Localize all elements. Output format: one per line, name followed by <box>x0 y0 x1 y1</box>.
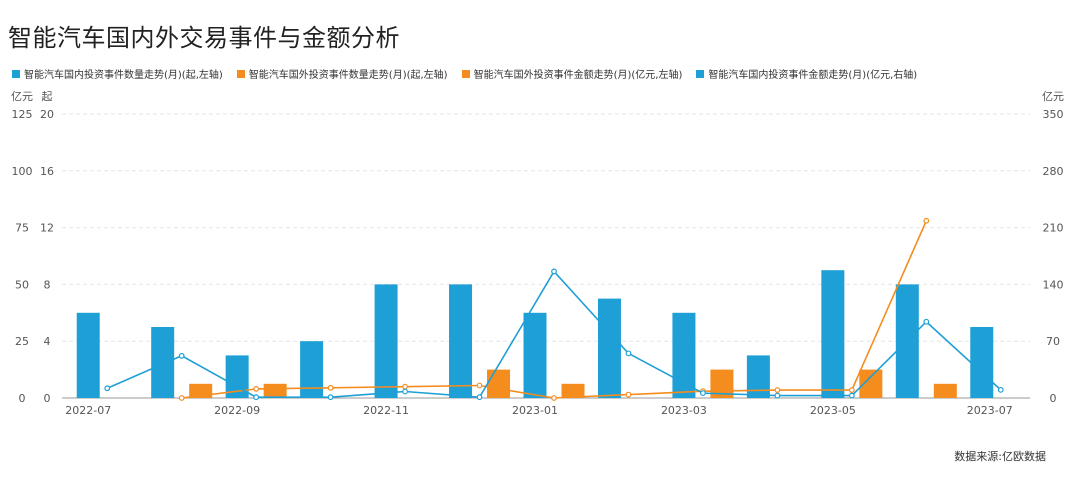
chart-title: 智能汽车国内外交易事件与金额分析 <box>8 24 400 52</box>
bar-domestic-count <box>672 312 696 398</box>
bar-foreign-count <box>859 369 883 398</box>
x-tick-label: 2023-03 <box>661 404 707 417</box>
legend-item-domestic-count[interactable]: 智能汽车国内投资事件数量走势(月)(起,左轴) <box>12 66 223 81</box>
bar-domestic-count <box>300 341 324 398</box>
point-domestic-amount <box>476 394 483 401</box>
point-foreign-amount <box>551 395 557 401</box>
left-axis-amount-tick: 25 <box>15 335 29 348</box>
point-domestic-amount <box>625 350 632 357</box>
left-axis-count-tick: 8 <box>44 278 51 291</box>
right-axis-amount-tick: 0 <box>1050 392 1057 405</box>
left-axis-unit-count: 起 <box>42 90 53 103</box>
point-foreign-amount <box>327 384 334 391</box>
point-foreign-amount <box>848 387 855 393</box>
point-domestic-amount <box>551 268 557 275</box>
legend-swatch-domestic-amount <box>696 69 705 78</box>
right-axis-unit-amount: 亿元 <box>1042 90 1064 103</box>
bar-domestic-count <box>225 355 249 398</box>
point-foreign-amount <box>774 387 781 393</box>
bar-domestic-count <box>970 327 994 398</box>
legend-item-foreign-amount[interactable]: 智能汽车国外投资事件金额走势(月)(亿元,左轴) <box>461 66 683 81</box>
legend-label-domestic-count: 智能汽车国内投资事件数量走势(月)(起,左轴) <box>24 70 223 81</box>
legend: 智能汽车国内投资事件数量走势(月)(起,左轴) 智能汽车国外投资事件数量走势(月… <box>12 66 917 81</box>
left-axis-amount-tick: 100 <box>12 165 33 178</box>
legend-label-foreign-amount: 智能汽车国外投资事件金额走势(月)(亿元,左轴) <box>473 70 683 81</box>
point-foreign-amount <box>923 217 930 224</box>
x-tick-label: 2023-07 <box>967 404 1013 417</box>
left-axis-count-tick: 16 <box>40 165 54 178</box>
point-domestic-amount <box>997 386 1004 393</box>
legend-swatch-foreign-count <box>236 69 245 78</box>
point-foreign-amount <box>625 391 632 398</box>
bar-domestic-count <box>151 327 175 398</box>
point-domestic-amount <box>402 388 408 395</box>
point-foreign-amount <box>253 386 260 392</box>
point-domestic-amount <box>327 394 334 401</box>
point-domestic-amount <box>774 392 781 399</box>
left-axis-count-tick: 12 <box>40 222 54 235</box>
left-axis-count-tick: 20 <box>40 108 54 121</box>
left-axis-amount-tick: 50 <box>15 278 29 291</box>
point-domestic-amount <box>848 392 855 399</box>
bar-foreign-count <box>561 383 585 398</box>
left-axis-amount-tick: 125 <box>12 108 33 121</box>
x-tick-label: 2022-09 <box>214 404 260 417</box>
data-source: 数据来源:亿欧数据 <box>954 450 1046 463</box>
point-domestic-amount <box>104 385 111 392</box>
legend-item-domestic-amount[interactable]: 智能汽车国内投资事件金额走势(月)(亿元,右轴) <box>696 66 917 81</box>
left-axis-amount-tick: 75 <box>15 222 29 235</box>
x-tick-label: 2023-01 <box>512 404 558 417</box>
bar-domestic-count <box>821 270 845 398</box>
bar-foreign-count <box>263 383 287 398</box>
left-axis-unit-amount: 亿元 <box>11 90 33 103</box>
point-foreign-amount <box>178 395 185 401</box>
x-tick-label: 2022-11 <box>363 404 409 417</box>
bar-domestic-count <box>76 312 100 398</box>
legend-item-foreign-count[interactable]: 智能汽车国外投资事件数量走势(月)(起,左轴) <box>236 66 448 81</box>
bar-foreign-count <box>487 369 511 398</box>
point-domestic-amount <box>253 394 260 401</box>
left-axis-count-tick: 4 <box>44 335 51 348</box>
x-tick-label: 2022-07 <box>65 404 111 417</box>
x-tick-label: 2023-05 <box>810 404 856 417</box>
right-axis-amount-tick: 140 <box>1043 278 1064 291</box>
legend-swatch-domestic-count <box>12 69 20 78</box>
legend-label-domestic-amount: 智能汽车国内投资事件金额走势(月)(亿元,右轴) <box>708 70 918 81</box>
right-axis-amount-tick: 70 <box>1046 335 1060 348</box>
bar-domestic-count <box>523 312 547 398</box>
point-foreign-amount <box>402 383 408 390</box>
bar-domestic-count <box>449 284 473 398</box>
bar-domestic-count <box>597 298 621 398</box>
bar-domestic-count <box>374 284 398 398</box>
legend-label-foreign-count: 智能汽车国外投资事件数量走势(月)(起,左轴) <box>248 70 448 81</box>
left-axis-amount-tick: 0 <box>19 392 26 405</box>
bar-domestic-count <box>746 355 770 398</box>
point-foreign-amount <box>476 382 483 389</box>
bar-foreign-count <box>933 383 957 398</box>
legend-swatch-foreign-amount <box>461 69 470 78</box>
point-domestic-amount <box>923 318 930 325</box>
line-foreign-amount <box>181 220 928 399</box>
right-axis-amount-tick: 350 <box>1043 108 1064 121</box>
right-axis-amount-tick: 280 <box>1043 165 1064 178</box>
point-domestic-amount <box>178 352 185 359</box>
point-domestic-amount <box>700 390 706 397</box>
right-axis-amount-tick: 210 <box>1043 222 1064 235</box>
left-axis-count-tick: 0 <box>44 392 51 405</box>
